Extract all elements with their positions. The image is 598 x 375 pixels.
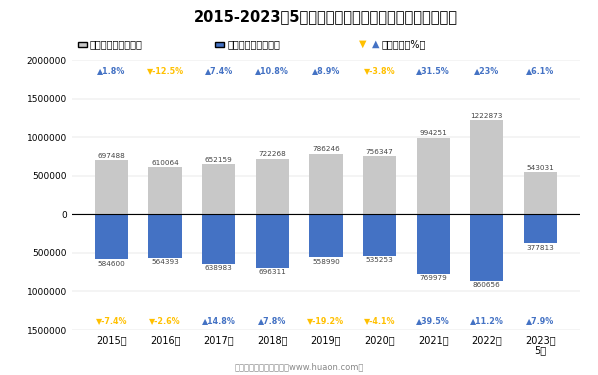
Text: ▼-19.2%: ▼-19.2% <box>307 316 344 325</box>
Text: ▲: ▲ <box>372 39 380 49</box>
Text: 564393: 564393 <box>151 259 179 265</box>
Text: ▲23%: ▲23% <box>474 66 499 75</box>
Text: ▲6.1%: ▲6.1% <box>526 66 554 75</box>
Text: ▲39.5%: ▲39.5% <box>416 316 450 325</box>
Bar <box>256 159 289 214</box>
Bar <box>470 214 504 280</box>
Text: ▲10.8%: ▲10.8% <box>255 66 289 75</box>
Bar <box>95 214 128 260</box>
Text: ▲14.8%: ▲14.8% <box>202 316 236 325</box>
Text: 584600: 584600 <box>97 261 126 267</box>
Text: 696311: 696311 <box>258 269 286 275</box>
Text: ▼-12.5%: ▼-12.5% <box>147 66 184 75</box>
Text: 610064: 610064 <box>151 160 179 166</box>
Text: ▲11.2%: ▲11.2% <box>470 316 504 325</box>
Text: 994251: 994251 <box>419 130 447 136</box>
Bar <box>148 214 182 258</box>
Text: ▲7.8%: ▲7.8% <box>258 316 286 325</box>
Text: ▼-7.4%: ▼-7.4% <box>96 316 127 325</box>
Bar <box>363 156 396 214</box>
Text: ▼-2.6%: ▼-2.6% <box>150 316 181 325</box>
Text: ▲7.4%: ▲7.4% <box>205 66 233 75</box>
Title: 2015-2023年5月江西省外商投资企业进、出口额统计图: 2015-2023年5月江西省外商投资企业进、出口额统计图 <box>194 9 458 24</box>
Text: 638983: 638983 <box>205 265 233 271</box>
Bar <box>95 160 128 214</box>
Bar <box>148 167 182 214</box>
Bar <box>524 172 557 214</box>
Bar <box>202 214 236 264</box>
Text: 756347: 756347 <box>365 148 393 154</box>
Text: ▲1.8%: ▲1.8% <box>97 66 126 75</box>
Text: 769979: 769979 <box>419 275 447 281</box>
Bar <box>309 214 343 257</box>
Text: 786246: 786246 <box>312 146 340 152</box>
Text: ▼-3.8%: ▼-3.8% <box>364 66 395 75</box>
Bar <box>363 214 396 256</box>
Bar <box>524 214 557 243</box>
Text: 652159: 652159 <box>205 157 233 163</box>
Text: 制图：华经产业研究院（www.huaon.com）: 制图：华经产业研究院（www.huaon.com） <box>234 362 364 371</box>
Text: ▼: ▼ <box>359 39 367 49</box>
Text: 1222873: 1222873 <box>471 112 503 118</box>
Bar <box>256 214 289 268</box>
Text: 进口总额（万美元）: 进口总额（万美元） <box>227 39 280 49</box>
Text: ▲7.9%: ▲7.9% <box>526 316 554 325</box>
Text: 377813: 377813 <box>526 245 554 251</box>
Bar <box>202 164 236 214</box>
Text: 出口总额（万美元）: 出口总额（万美元） <box>90 39 142 49</box>
Text: ▼-4.1%: ▼-4.1% <box>364 316 395 325</box>
Text: 同比增速（%）: 同比增速（%） <box>382 39 426 49</box>
Text: ▲31.5%: ▲31.5% <box>416 66 450 75</box>
Text: 558990: 558990 <box>312 259 340 265</box>
Text: 535253: 535253 <box>365 257 393 263</box>
Text: 543031: 543031 <box>526 165 554 171</box>
Bar <box>416 214 450 274</box>
Text: 860656: 860656 <box>473 282 501 288</box>
Text: ▲8.9%: ▲8.9% <box>312 66 340 75</box>
Bar <box>470 120 504 214</box>
Text: 697488: 697488 <box>97 153 126 159</box>
Bar <box>309 154 343 214</box>
Text: 722268: 722268 <box>258 151 286 157</box>
Bar <box>416 138 450 214</box>
